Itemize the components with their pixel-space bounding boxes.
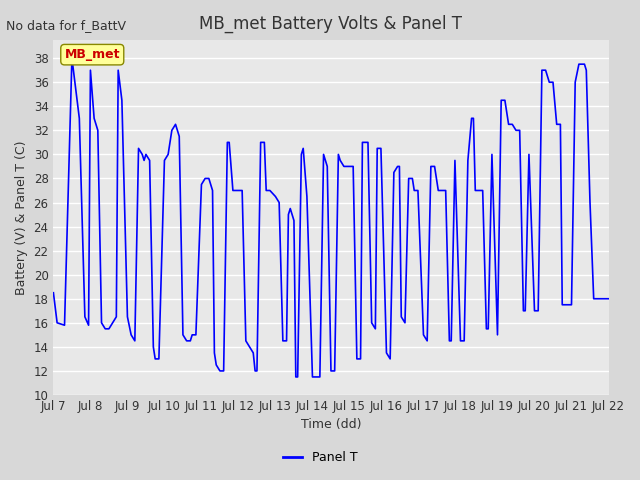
Legend: Panel T: Panel T — [278, 446, 362, 469]
Text: No data for f_BattV: No data for f_BattV — [6, 19, 127, 32]
X-axis label: Time (dd): Time (dd) — [301, 419, 361, 432]
Title: MB_met Battery Volts & Panel T: MB_met Battery Volts & Panel T — [200, 15, 463, 33]
Text: MB_met: MB_met — [65, 48, 120, 61]
Y-axis label: Battery (V) & Panel T (C): Battery (V) & Panel T (C) — [15, 140, 28, 295]
